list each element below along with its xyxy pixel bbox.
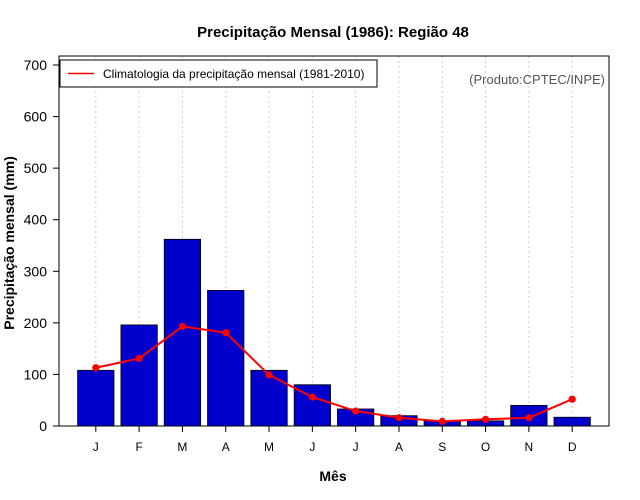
x-tick-label: S xyxy=(438,440,446,454)
climatology-line xyxy=(95,325,573,423)
climatology-point xyxy=(308,393,316,401)
climatology-point xyxy=(178,322,187,331)
x-tick-label: J xyxy=(93,440,99,454)
y-tick-label: 600 xyxy=(24,109,48,125)
grid-lines xyxy=(95,56,573,426)
x-tick-label: A xyxy=(222,440,230,454)
climatology-point xyxy=(352,407,360,415)
climatology-point xyxy=(222,329,230,337)
climatology-point xyxy=(481,415,490,423)
climatology-point xyxy=(135,354,143,363)
bar xyxy=(553,416,591,427)
climatology-point xyxy=(92,364,100,372)
y-tick-label: 0 xyxy=(39,418,47,434)
legend-label: Climatologia da precipitação mensal (198… xyxy=(103,67,364,81)
climatology-point xyxy=(438,417,446,425)
bar xyxy=(163,238,202,427)
bar xyxy=(77,369,115,427)
x-tick-label: D xyxy=(568,440,577,454)
x-tick-label: J xyxy=(309,440,315,454)
climatology-point xyxy=(395,414,403,422)
bar-series xyxy=(77,238,591,427)
source-annotation: (Produto:CPTEC/INPE) xyxy=(469,72,605,87)
bar xyxy=(250,369,288,427)
bar xyxy=(120,324,158,427)
x-tick-label: F xyxy=(135,440,142,454)
chart-title: Precipitação Mensal (1986): Região 48 xyxy=(197,24,469,41)
legend-box xyxy=(59,59,378,88)
x-tick-label: O xyxy=(481,440,490,454)
x-tick-label: M xyxy=(177,440,187,454)
x-tick-label: M xyxy=(264,440,274,454)
x-tick-label: A xyxy=(395,440,403,454)
y-tick-label: 700 xyxy=(24,57,48,73)
climatology-point xyxy=(265,371,273,379)
x-tick-label: J xyxy=(353,440,359,454)
x-axis-label: Mês xyxy=(319,468,346,484)
climatology-point xyxy=(568,395,576,403)
climatology-series xyxy=(92,322,576,425)
y-axis-label: Precipitação mensal (mm) xyxy=(1,156,17,330)
y-tick-label: 300 xyxy=(24,263,48,279)
y-tick-label: 500 xyxy=(24,160,48,176)
y-tick-label: 400 xyxy=(24,212,48,228)
y-axis: 0 100 200 300 400 500 600 700 xyxy=(24,57,59,434)
bar xyxy=(293,384,331,427)
x-tick-label: N xyxy=(525,440,534,454)
y-tick-label: 200 xyxy=(24,315,48,331)
plot-frame xyxy=(58,55,610,427)
bar xyxy=(207,289,245,427)
y-tick-label: 100 xyxy=(24,366,48,382)
climatology-point xyxy=(525,414,533,422)
legend: Climatologia da precipitação mensal (198… xyxy=(59,59,378,88)
